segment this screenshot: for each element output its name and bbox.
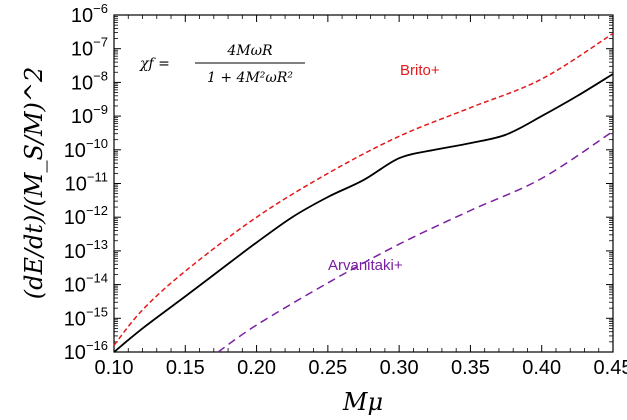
axis-ticks bbox=[113, 14, 614, 353]
tick-labels: 0.10 0.15 0.20 0.25 0.30 0.35 0.40 0.45 10−16 10−… bbox=[64, 1, 627, 379]
series-label-arvanitaki: Arvanitaki+ bbox=[328, 257, 403, 274]
y-tick-label: 10−7 bbox=[71, 35, 108, 61]
x-tick-label: 0.10 bbox=[95, 357, 134, 379]
formula-numerator: 4MωR bbox=[226, 43, 273, 59]
formula-denominator: 1 + 4M²ωR² bbox=[207, 70, 293, 86]
x-tick-label: 0.20 bbox=[237, 357, 276, 379]
series-brito-line bbox=[113, 32, 614, 346]
y-tick-label: 10−11 bbox=[65, 170, 108, 196]
y-axis-title: (dE/dt)/(M_S/M)^2 bbox=[20, 67, 48, 300]
x-tick-label: 0.35 bbox=[451, 357, 490, 379]
x-tick-label: 0.30 bbox=[380, 357, 419, 379]
x-tick-label: 0.15 bbox=[166, 357, 205, 379]
y-tick-label: 10−9 bbox=[71, 102, 108, 128]
y-tick-label: 10−13 bbox=[64, 237, 108, 263]
y-tick-label: 10−15 bbox=[64, 304, 108, 330]
y-tick-label: 10−12 bbox=[64, 203, 108, 229]
x-tick-label: 0.25 bbox=[308, 357, 347, 379]
x-tick-label: 0.40 bbox=[522, 357, 561, 379]
formula-lhs: χf = bbox=[139, 56, 170, 72]
y-tick-label: 10−6 bbox=[71, 1, 108, 27]
x-tick-label: 0.45 bbox=[594, 357, 627, 379]
y-tick-label: 10−16 bbox=[64, 338, 108, 364]
series-lines bbox=[113, 32, 614, 353]
y-tick-label: 10−10 bbox=[64, 136, 108, 162]
formula-annotation: χf = 4MωR 1 + 4M²ωR² bbox=[139, 43, 305, 86]
y-tick-label: 10−8 bbox=[71, 68, 108, 94]
x-axis-title: Mμ bbox=[342, 388, 383, 416]
y-tick-label: 10−14 bbox=[64, 271, 108, 297]
series-label-brito: Brito+ bbox=[400, 62, 440, 79]
series-arvanitaki-line bbox=[217, 130, 614, 353]
series-main-line bbox=[113, 73, 614, 353]
plot-frame bbox=[113, 14, 614, 353]
